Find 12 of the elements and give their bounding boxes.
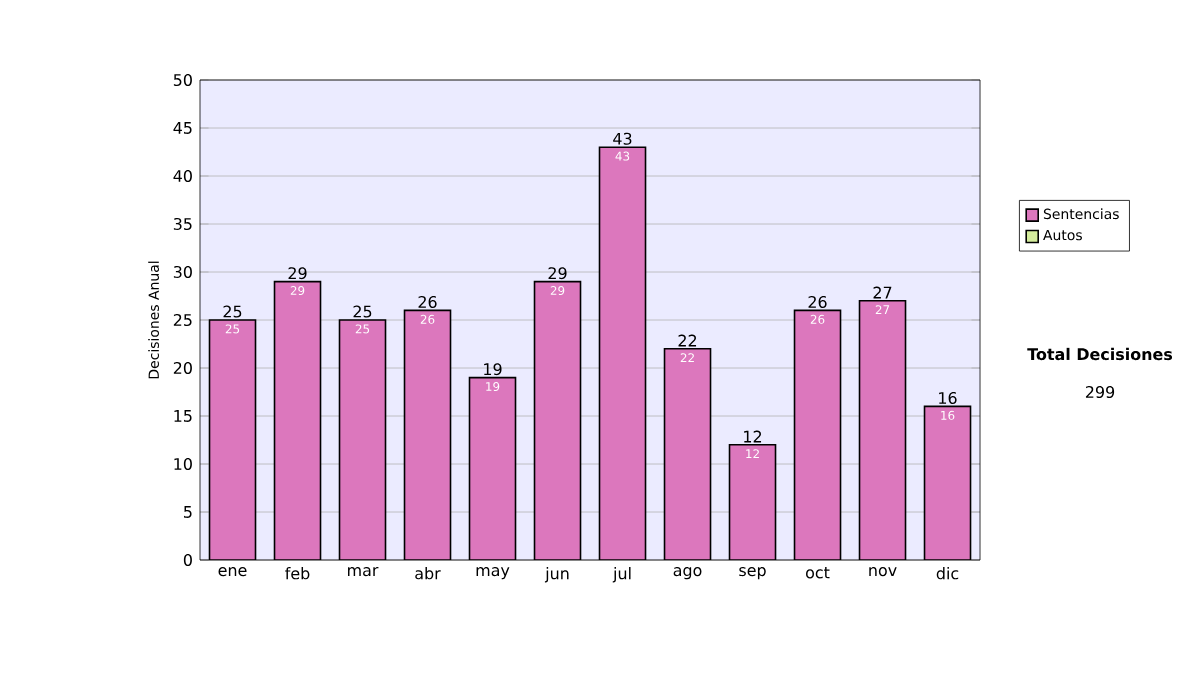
bar [794,310,841,560]
bar [534,281,581,560]
bar [404,310,451,560]
bar [664,348,711,560]
bar [209,320,256,560]
bar [599,147,646,560]
bar [469,377,516,560]
bar [923,405,972,560]
bar [729,444,776,560]
bar [274,281,321,560]
bar [339,320,386,560]
bar [859,300,906,560]
